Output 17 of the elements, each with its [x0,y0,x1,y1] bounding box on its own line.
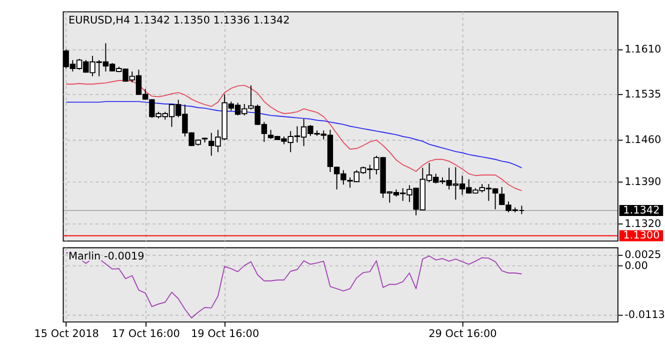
y-tick-label: 1.1390 [624,176,662,188]
y-tick-label: 0.0025 [624,249,662,262]
x-tick-label: 19 Oct 16:00 [190,328,260,340]
ref-line-label: 1.1300 [623,230,660,242]
chart-title: EURUSD,H4 1.1342 1.1350 1.1336 1.1342 [68,14,290,27]
y-tick-label: 1.1535 [624,88,662,101]
y-tick-label: 0.00 [624,260,648,272]
line-series [66,252,522,318]
x-tick-label: 29 Oct 16:00 [428,328,497,340]
y-tick-label: 1.1610 [624,44,662,56]
y-tick-label: 1.1320 [624,218,662,230]
y-tick-label: -0.0113 [624,309,665,322]
y-tick-label: 1.1460 [624,134,662,146]
x-tick-label: 17 Oct 16:00 [112,328,180,340]
line-series [66,101,522,168]
x-tick-label: 15 Oct 2018 [34,328,99,340]
ref-line-label: 1.1342 [623,204,660,216]
